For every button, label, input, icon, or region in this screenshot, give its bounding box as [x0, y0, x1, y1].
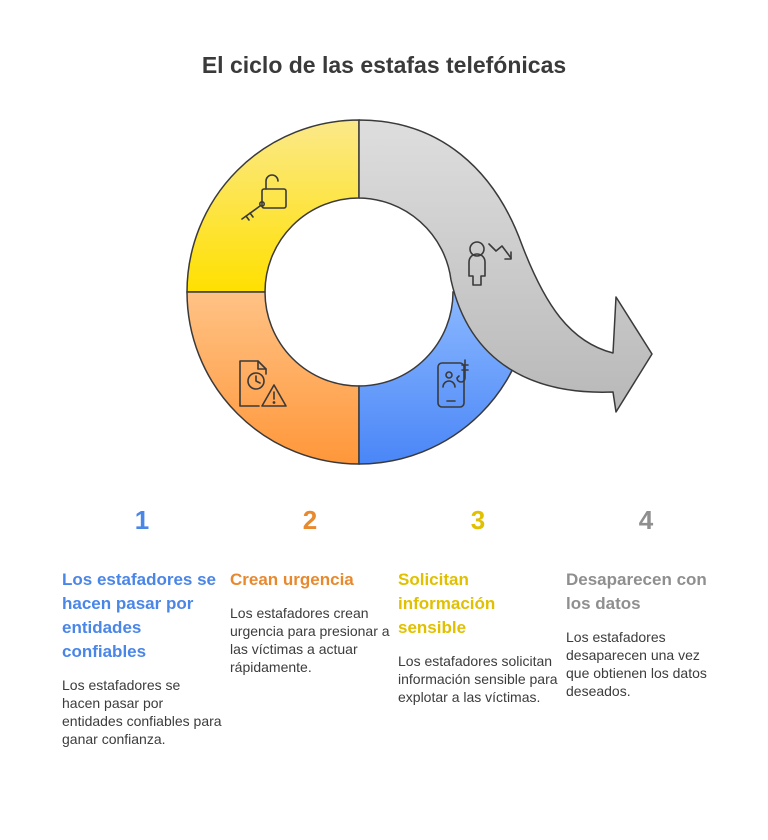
- orange-segment: [186, 291, 360, 465]
- step-1-heading: Los estafadores se hacen pasar por entid…: [62, 570, 217, 661]
- page-title: El ciclo de las estafas telefónicas: [201, 52, 567, 78]
- person-down-arrow-icon: [468, 241, 512, 286]
- step-1-description: Los estafadores se hacen pasar por entid…: [62, 677, 222, 747]
- step-3: 3 Solicitan información sensible Los est…: [398, 500, 558, 706]
- gray-arrow-segment: [358, 119, 653, 413]
- yellow-segment: [186, 119, 360, 293]
- step-1-number: 1: [134, 505, 150, 535]
- phone-hook-icon: [437, 359, 469, 408]
- step-4: 4 Desaparecen con los datos Los estafado…: [566, 500, 726, 700]
- step-2-heading: Crean urgencia: [230, 570, 354, 589]
- step-4-description: Los estafadores desaparecen una vez que …: [566, 629, 707, 699]
- step-3-description: Los estafadores solicitan información se…: [398, 653, 558, 705]
- step-4-heading: Desaparecen con los datos: [566, 570, 707, 613]
- lock-key-icon: [241, 174, 287, 221]
- step-1: 1 Los estafadores se hacen pasar por ent…: [62, 500, 222, 748]
- step-2-description: Los estafadores crean urgencia para pres…: [230, 605, 390, 675]
- step-3-heading: Solicitan información sensible: [398, 570, 496, 637]
- step-4-number: 4: [638, 505, 654, 535]
- step-2: 2 Crean urgencia Los estafadores crean u…: [230, 500, 390, 676]
- cycle-diagram: [186, 119, 653, 465]
- step-2-number: 2: [302, 505, 318, 535]
- document-clock-warning-icon: [239, 360, 287, 407]
- step-3-number: 3: [470, 505, 486, 535]
